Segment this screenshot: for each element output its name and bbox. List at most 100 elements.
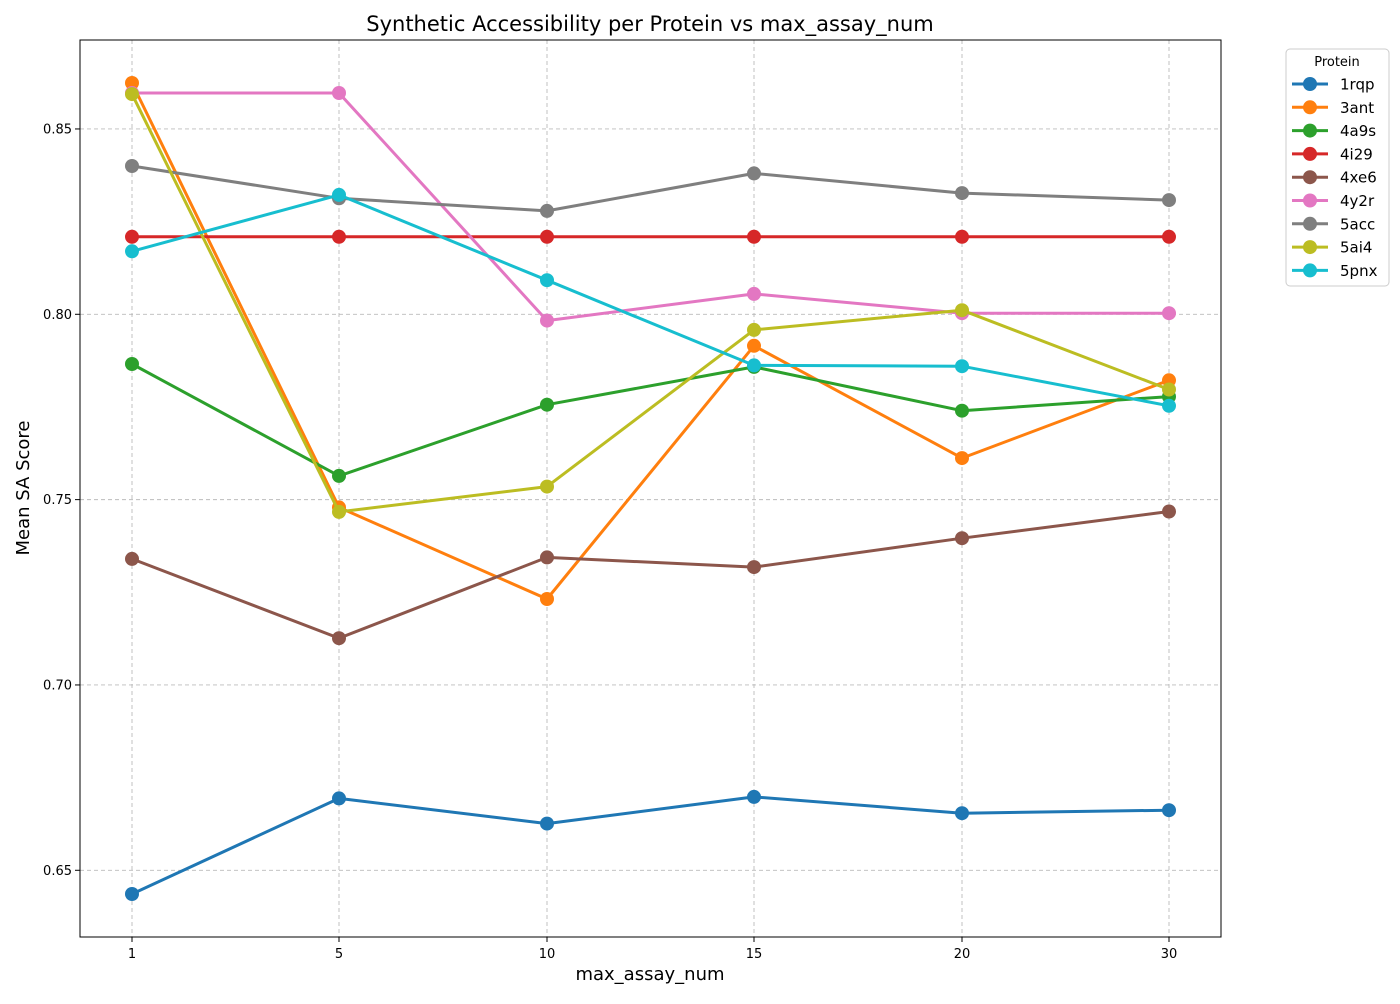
legend-marker bbox=[1303, 77, 1317, 91]
x-tick-label: 10 bbox=[539, 947, 556, 962]
data-point-4i29[interactable] bbox=[955, 229, 969, 244]
x-tick-label: 15 bbox=[746, 947, 763, 962]
data-point-5ai4[interactable] bbox=[747, 322, 761, 337]
data-point-3ant[interactable] bbox=[540, 592, 554, 606]
series-lines bbox=[125, 76, 1176, 901]
series-4y2r bbox=[125, 86, 1176, 328]
data-point-1rqp[interactable] bbox=[125, 887, 139, 901]
data-point-1rqp[interactable] bbox=[955, 806, 969, 821]
legend-item-5pnx[interactable]: 5pnx bbox=[1292, 262, 1378, 280]
data-point-5pnx[interactable] bbox=[332, 187, 346, 202]
series-line-1rqp bbox=[130, 795, 1171, 896]
series-line-4a9s bbox=[130, 362, 1171, 478]
data-point-1rqp[interactable] bbox=[1162, 803, 1176, 818]
legend-label: 5acc bbox=[1340, 215, 1375, 233]
data-point-1rqp[interactable] bbox=[540, 816, 554, 831]
series-1rqp bbox=[125, 789, 1176, 901]
data-point-4i29[interactable] bbox=[1162, 229, 1176, 244]
y-axis-ticks: 0.65 0.70 0.75 0.80 0.85 bbox=[43, 122, 80, 879]
legend-label: 5pnx bbox=[1340, 262, 1378, 280]
legend-item-4i29[interactable]: 4i29 bbox=[1292, 145, 1373, 163]
series-line-5pnx bbox=[130, 193, 1171, 408]
data-point-5ai4[interactable] bbox=[955, 303, 969, 318]
series-4i29 bbox=[125, 229, 1176, 244]
legend-marker bbox=[1303, 263, 1317, 278]
y-tick-label: 0.65 bbox=[43, 864, 72, 879]
series-line-5acc bbox=[130, 164, 1171, 213]
legend-label: 4xe6 bbox=[1340, 169, 1377, 187]
legend-item-5acc[interactable]: 5acc bbox=[1292, 215, 1375, 233]
data-point-4a9s[interactable] bbox=[332, 468, 346, 483]
data-point-5acc[interactable] bbox=[955, 186, 969, 201]
data-point-4i29[interactable] bbox=[332, 229, 346, 244]
data-point-5ai4[interactable] bbox=[1162, 382, 1176, 397]
x-tick-label: 5 bbox=[335, 947, 343, 962]
legend-item-5ai4[interactable]: 5ai4 bbox=[1292, 239, 1372, 257]
data-point-3ant[interactable] bbox=[125, 76, 139, 90]
data-point-3ant[interactable] bbox=[955, 451, 969, 466]
data-point-1rqp[interactable] bbox=[332, 791, 346, 806]
series-line-3ant bbox=[130, 81, 1171, 601]
data-point-5pnx[interactable] bbox=[955, 359, 969, 374]
data-point-4i29[interactable] bbox=[747, 229, 761, 244]
data-point-5acc[interactable] bbox=[125, 159, 139, 173]
data-point-5ai4[interactable] bbox=[540, 479, 554, 494]
data-point-4i29[interactable] bbox=[125, 229, 139, 244]
data-point-4xe6[interactable] bbox=[955, 531, 969, 546]
legend-marker bbox=[1303, 193, 1317, 208]
y-tick-label: 0.80 bbox=[43, 308, 72, 323]
data-point-5acc[interactable] bbox=[747, 166, 761, 181]
data-point-4xe6[interactable] bbox=[540, 550, 554, 565]
legend-items: 1rqp 3ant 4a9s 4i29 4xe6 4y2r 5acc 5ai4 5pnx bbox=[1292, 76, 1378, 280]
x-axis-label: max_assay_num bbox=[575, 964, 724, 985]
data-point-4xe6[interactable] bbox=[125, 551, 139, 566]
data-point-5ai4[interactable] bbox=[125, 87, 139, 102]
data-point-5pnx[interactable] bbox=[540, 273, 554, 288]
legend-marker bbox=[1303, 100, 1317, 115]
data-point-4xe6[interactable] bbox=[1162, 504, 1176, 519]
y-tick-label: 0.85 bbox=[43, 122, 72, 137]
legend-item-4xe6[interactable]: 4xe6 bbox=[1292, 169, 1377, 187]
series-line-5ai4 bbox=[130, 92, 1171, 514]
y-tick-label: 0.75 bbox=[43, 493, 72, 508]
plot-frame bbox=[79, 39, 1222, 938]
data-point-1rqp[interactable] bbox=[747, 789, 761, 804]
series-5ai4 bbox=[125, 87, 1176, 519]
legend-marker bbox=[1303, 123, 1317, 138]
legend-label: 5ai4 bbox=[1340, 239, 1372, 257]
data-point-5pnx[interactable] bbox=[747, 358, 761, 373]
x-tick-label: 20 bbox=[954, 947, 971, 962]
data-point-4y2r[interactable] bbox=[747, 286, 761, 301]
legend-label: 4y2r bbox=[1340, 192, 1375, 210]
chart-title: Synthetic Accessibility per Protein vs m… bbox=[366, 12, 933, 37]
legend-marker bbox=[1303, 216, 1317, 231]
data-point-4a9s[interactable] bbox=[540, 397, 554, 412]
legend-marker bbox=[1303, 240, 1317, 255]
data-point-4y2r[interactable] bbox=[540, 313, 554, 328]
legend-item-4y2r[interactable]: 4y2r bbox=[1292, 192, 1375, 210]
x-tick-label: 1 bbox=[128, 947, 136, 962]
data-point-4xe6[interactable] bbox=[332, 631, 346, 646]
data-point-3ant[interactable] bbox=[747, 338, 761, 353]
grid-lines bbox=[80, 40, 1221, 937]
data-point-5acc[interactable] bbox=[540, 203, 554, 218]
data-point-4i29[interactable] bbox=[540, 229, 554, 244]
data-point-5acc[interactable] bbox=[1162, 193, 1176, 208]
data-point-4y2r[interactable] bbox=[332, 86, 346, 100]
data-point-5pnx[interactable] bbox=[125, 244, 139, 259]
series-line-4xe6 bbox=[130, 510, 1171, 640]
data-point-5ai4[interactable] bbox=[332, 504, 346, 519]
data-point-4a9s[interactable] bbox=[955, 403, 969, 418]
legend-item-1rqp[interactable]: 1rqp bbox=[1292, 76, 1375, 94]
series-4xe6 bbox=[125, 504, 1176, 646]
data-point-4a9s[interactable] bbox=[125, 357, 139, 371]
legend-label: 3ant bbox=[1340, 99, 1374, 117]
legend-item-3ant[interactable]: 3ant bbox=[1292, 99, 1374, 117]
data-point-5pnx[interactable] bbox=[1162, 398, 1176, 413]
legend-item-4a9s[interactable]: 4a9s bbox=[1292, 122, 1376, 140]
data-point-4y2r[interactable] bbox=[1162, 306, 1176, 321]
data-point-4xe6[interactable] bbox=[747, 560, 761, 575]
legend[interactable]: Protein 1rqp 3ant 4a9s 4i29 4xe6 4y2r 5acc 5ai4… bbox=[1285, 48, 1390, 287]
